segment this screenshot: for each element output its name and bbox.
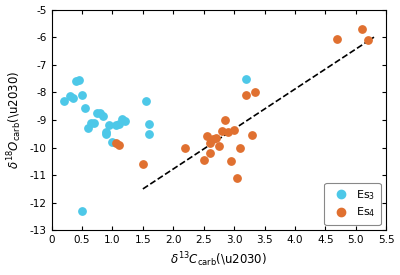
Point [249, 133, 256, 137]
Point [146, 122, 152, 126]
Point [88, 120, 94, 125]
Point [115, 122, 122, 126]
Point [219, 129, 225, 133]
Point [103, 130, 110, 134]
Point [94, 111, 100, 115]
Point [103, 131, 110, 136]
Point [243, 76, 250, 81]
Point [359, 27, 365, 31]
Point [204, 134, 210, 139]
Point [97, 111, 104, 115]
Point [334, 36, 341, 41]
Point [79, 209, 85, 213]
Point [115, 142, 122, 147]
Point [82, 105, 88, 110]
X-axis label: $\delta^{13}C_{\rm carb}$(\u2030): $\delta^{13}C_{\rm carb}$(\u2030) [170, 251, 268, 270]
Point [91, 120, 98, 125]
Point [252, 90, 258, 95]
Point [67, 94, 73, 99]
Point [206, 151, 213, 155]
Point [61, 98, 67, 103]
Point [112, 141, 119, 145]
Point [146, 131, 152, 136]
Point [243, 93, 250, 97]
Point [228, 159, 234, 164]
Point [213, 136, 219, 140]
Point [73, 79, 79, 84]
Point [143, 98, 149, 103]
Point [118, 116, 125, 121]
Point [231, 127, 237, 132]
Point [76, 78, 82, 82]
Point [222, 118, 228, 122]
Point [182, 145, 189, 150]
Y-axis label: $\delta^{18}O_{\rm carb}$(\u2030): $\delta^{18}O_{\rm carb}$(\u2030) [6, 71, 24, 169]
Point [234, 176, 240, 180]
Point [106, 123, 113, 128]
Point [122, 119, 128, 123]
Point [210, 137, 216, 141]
Point [112, 123, 119, 128]
Point [237, 145, 243, 150]
Point [225, 130, 231, 134]
Point [109, 140, 116, 144]
Point [216, 144, 222, 148]
Point [100, 114, 106, 118]
Point [200, 158, 207, 162]
Point [79, 93, 85, 97]
Point [140, 162, 146, 166]
Point [206, 141, 213, 145]
Point [365, 38, 371, 42]
Point [85, 126, 91, 130]
Legend: Es$_3$, Es$_4$: Es$_3$, Es$_4$ [324, 183, 380, 225]
Point [70, 96, 76, 100]
